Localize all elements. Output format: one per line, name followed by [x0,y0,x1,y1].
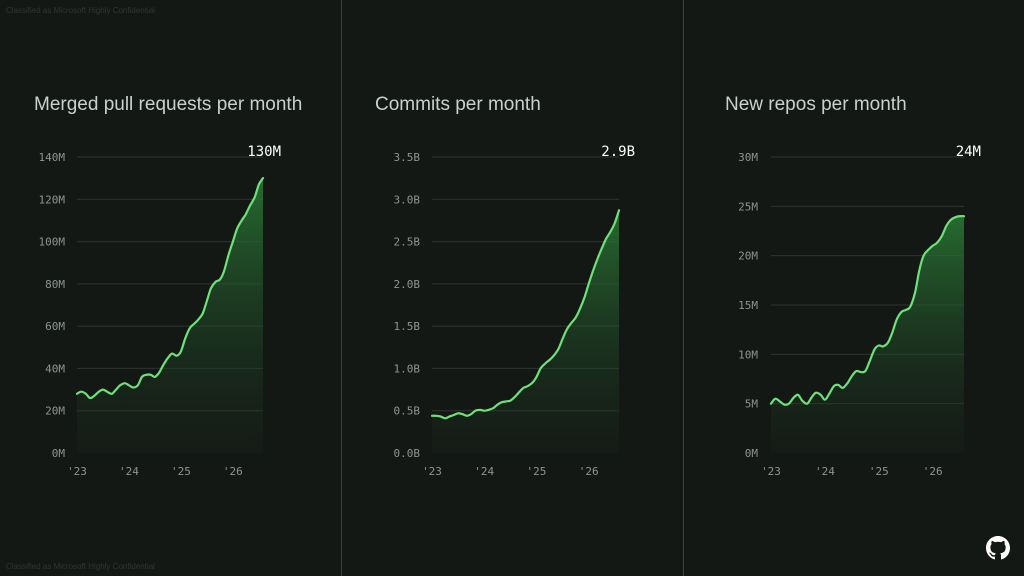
x-tick-label: '23 [67,465,87,478]
x-tick-label: '23 [761,465,781,478]
y-tick-label: 1.0B [394,362,421,375]
y-tick-label: 60M [45,320,65,333]
area-fill [432,210,619,453]
chart-panel-new-repos: New repos per month 0M 5M 10M 15M 20M 25M 30M '… [684,0,1024,576]
y-tick-label: 10M [738,348,758,361]
y-tick-label: 0.0B [394,447,421,460]
github-logo-icon [986,536,1010,560]
chart-panel-merged-prs: Merged pull requests per month 0M 20M 40M 6… [0,0,341,576]
y-tick-label: 2.0B [394,278,421,291]
headline-value: 130M [247,144,281,160]
commits-chart: 0.0B 0.5B 1.0B 1.5B 2.0B 2.5B 3.0B 3.5B '23 '24 '2… [394,144,636,478]
x-tick-label: '26 [579,465,599,478]
y-tick-label: 2.5B [394,236,421,249]
area-fill [77,178,263,453]
chart-title: Merged pull requests per month [34,94,303,115]
area-fill [771,216,964,453]
x-tick-label: '23 [422,465,442,478]
y-tick-label: 3.5B [394,151,421,164]
y-tick-label: 30M [738,151,758,164]
series-line [430,209,621,420]
classification-label-bottom: Classified as Microsoft Highly Confident… [6,562,155,571]
classification-label-top: Classified as Microsoft Highly Confident… [6,6,155,15]
y-tick-label: 80M [45,278,65,291]
x-tick-label: '24 [474,465,494,478]
panel-divider [341,0,342,576]
chart-panel-commits: Commits per month 0.0B 0.5B 1.0B 1.5B 2.0B 2.… [342,0,683,576]
y-tick-label: 25M [738,200,758,213]
y-tick-label: 20M [738,250,758,263]
new-repos-chart: 0M 5M 10M 15M 20M 25M 30M '23 '24 '25 '26 24M [738,144,981,478]
x-tick-label: '24 [119,465,139,478]
y-tick-label: 0M [52,447,66,460]
y-tick-label: 1.5B [394,320,421,333]
panel-divider [683,0,684,576]
series-line [75,177,265,400]
y-tick-label: 120M [39,193,66,206]
y-tick-label: 100M [39,236,66,249]
x-tick-label: '26 [223,465,243,478]
series-line [769,215,966,406]
x-tick-label: '25 [171,465,191,478]
y-tick-label: 3.0B [394,193,421,206]
x-tick-label: '24 [815,465,835,478]
chart-title: Commits per month [375,94,541,115]
chart-title: New repos per month [725,94,907,115]
headline-value: 24M [956,144,981,160]
x-tick-label: '25 [527,465,547,478]
y-tick-label: 0M [745,447,759,460]
y-tick-label: 0.5B [394,405,421,418]
y-tick-label: 5M [745,398,759,411]
headline-value: 2.9B [601,144,635,160]
y-tick-label: 15M [738,299,758,312]
y-tick-label: 20M [45,405,65,418]
y-tick-label: 140M [39,151,66,164]
x-tick-label: '25 [869,465,889,478]
y-tick-label: 40M [45,362,65,375]
x-tick-label: '26 [923,465,943,478]
merged-prs-chart: 0M 20M 40M 60M 80M 100M 120M 140M '23 '24 '25 '26 13… [39,144,282,478]
